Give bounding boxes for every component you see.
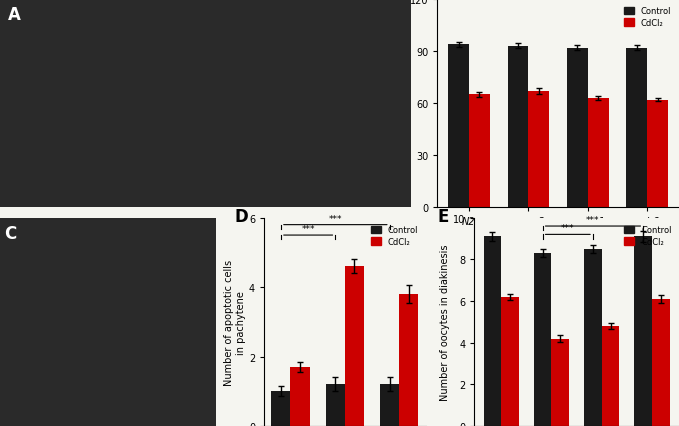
Bar — [634, 237, 652, 426]
Text: ***: *** — [348, 280, 361, 289]
Y-axis label: Number of apoptotic cells
in pachytene: Number of apoptotic cells in pachytene — [224, 259, 246, 385]
Bar — [291, 367, 310, 426]
Text: ***: *** — [329, 214, 342, 223]
Text: C: C — [4, 225, 16, 242]
Bar — [380, 384, 399, 426]
Bar — [272, 391, 291, 426]
Bar — [483, 237, 501, 426]
Bar — [588, 99, 608, 208]
Bar — [584, 249, 602, 426]
Bar — [345, 267, 364, 426]
Bar — [448, 45, 469, 208]
Bar — [528, 92, 549, 208]
Text: A: A — [8, 6, 21, 24]
Text: ***: *** — [586, 216, 600, 225]
Bar — [567, 49, 588, 208]
Text: ***: *** — [591, 106, 605, 115]
Text: ***: *** — [402, 309, 416, 318]
Text: ***: *** — [553, 348, 567, 357]
Bar — [551, 339, 569, 426]
Text: ***: *** — [473, 104, 486, 112]
Text: ***: *** — [604, 336, 617, 345]
Text: ***: *** — [532, 101, 545, 109]
Legend: Control, CdCl₂: Control, CdCl₂ — [621, 222, 675, 250]
Text: D: D — [235, 208, 249, 226]
Text: ***: *** — [293, 379, 307, 388]
Text: ***: *** — [561, 224, 574, 233]
Text: ***: *** — [503, 307, 517, 316]
Bar — [326, 384, 345, 426]
Bar — [508, 47, 528, 208]
Bar — [469, 95, 490, 208]
Bar — [652, 299, 669, 426]
Bar — [501, 297, 519, 426]
Text: ***: *** — [301, 225, 315, 233]
Y-axis label: Number of oocytes in diakinesis: Number of oocytes in diakinesis — [440, 244, 450, 400]
Bar — [399, 294, 418, 426]
Bar — [627, 49, 647, 208]
Text: **: ** — [657, 310, 665, 319]
Text: E: E — [437, 208, 449, 226]
Bar — [602, 326, 619, 426]
Y-axis label: Number of mitotic cells: Number of mitotic cells — [397, 47, 407, 161]
Text: B: B — [394, 0, 406, 8]
Text: ***: *** — [651, 108, 664, 118]
Bar — [647, 101, 668, 208]
Legend: Control, CdCl₂: Control, CdCl₂ — [621, 4, 675, 31]
Legend: Control, CdCl₂: Control, CdCl₂ — [368, 222, 422, 250]
Bar — [534, 253, 551, 426]
